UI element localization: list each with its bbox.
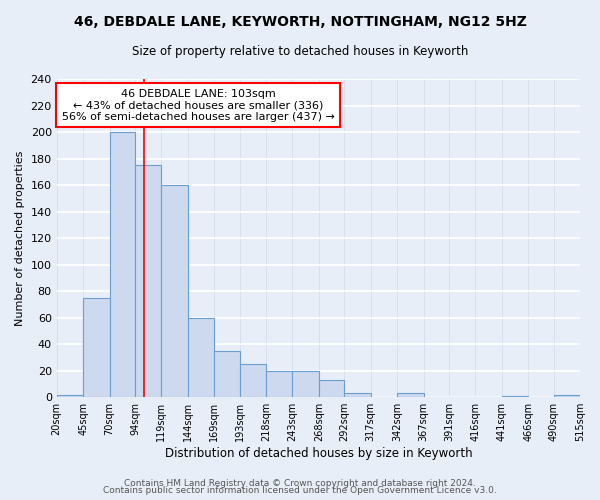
Text: 46 DEBDALE LANE: 103sqm
← 43% of detached houses are smaller (336)
56% of semi-d: 46 DEBDALE LANE: 103sqm ← 43% of detache… [62, 88, 334, 122]
Bar [56, 394, 83, 397]
Bar [266, 370, 292, 397]
Text: Size of property relative to detached houses in Keyworth: Size of property relative to detached ho… [132, 45, 468, 58]
Text: Contains HM Land Registry data © Crown copyright and database right 2024.: Contains HM Land Registry data © Crown c… [124, 478, 476, 488]
Bar [554, 394, 580, 397]
Bar [110, 132, 135, 397]
X-axis label: Distribution of detached houses by size in Keyworth: Distribution of detached houses by size … [164, 447, 472, 460]
Y-axis label: Number of detached properties: Number of detached properties [15, 150, 25, 326]
Text: 46, DEBDALE LANE, KEYWORTH, NOTTINGHAM, NG12 5HZ: 46, DEBDALE LANE, KEYWORTH, NOTTINGHAM, … [74, 15, 526, 29]
Bar [292, 370, 319, 397]
Text: Contains public sector information licensed under the Open Government Licence v3: Contains public sector information licen… [103, 486, 497, 495]
Bar [214, 351, 239, 397]
Bar [344, 393, 371, 397]
Bar [502, 396, 528, 397]
Bar [397, 393, 424, 397]
Bar [161, 185, 188, 397]
Bar [83, 298, 110, 397]
Bar [135, 165, 161, 397]
Bar [239, 364, 266, 397]
Bar [319, 380, 344, 397]
Bar [188, 318, 214, 397]
